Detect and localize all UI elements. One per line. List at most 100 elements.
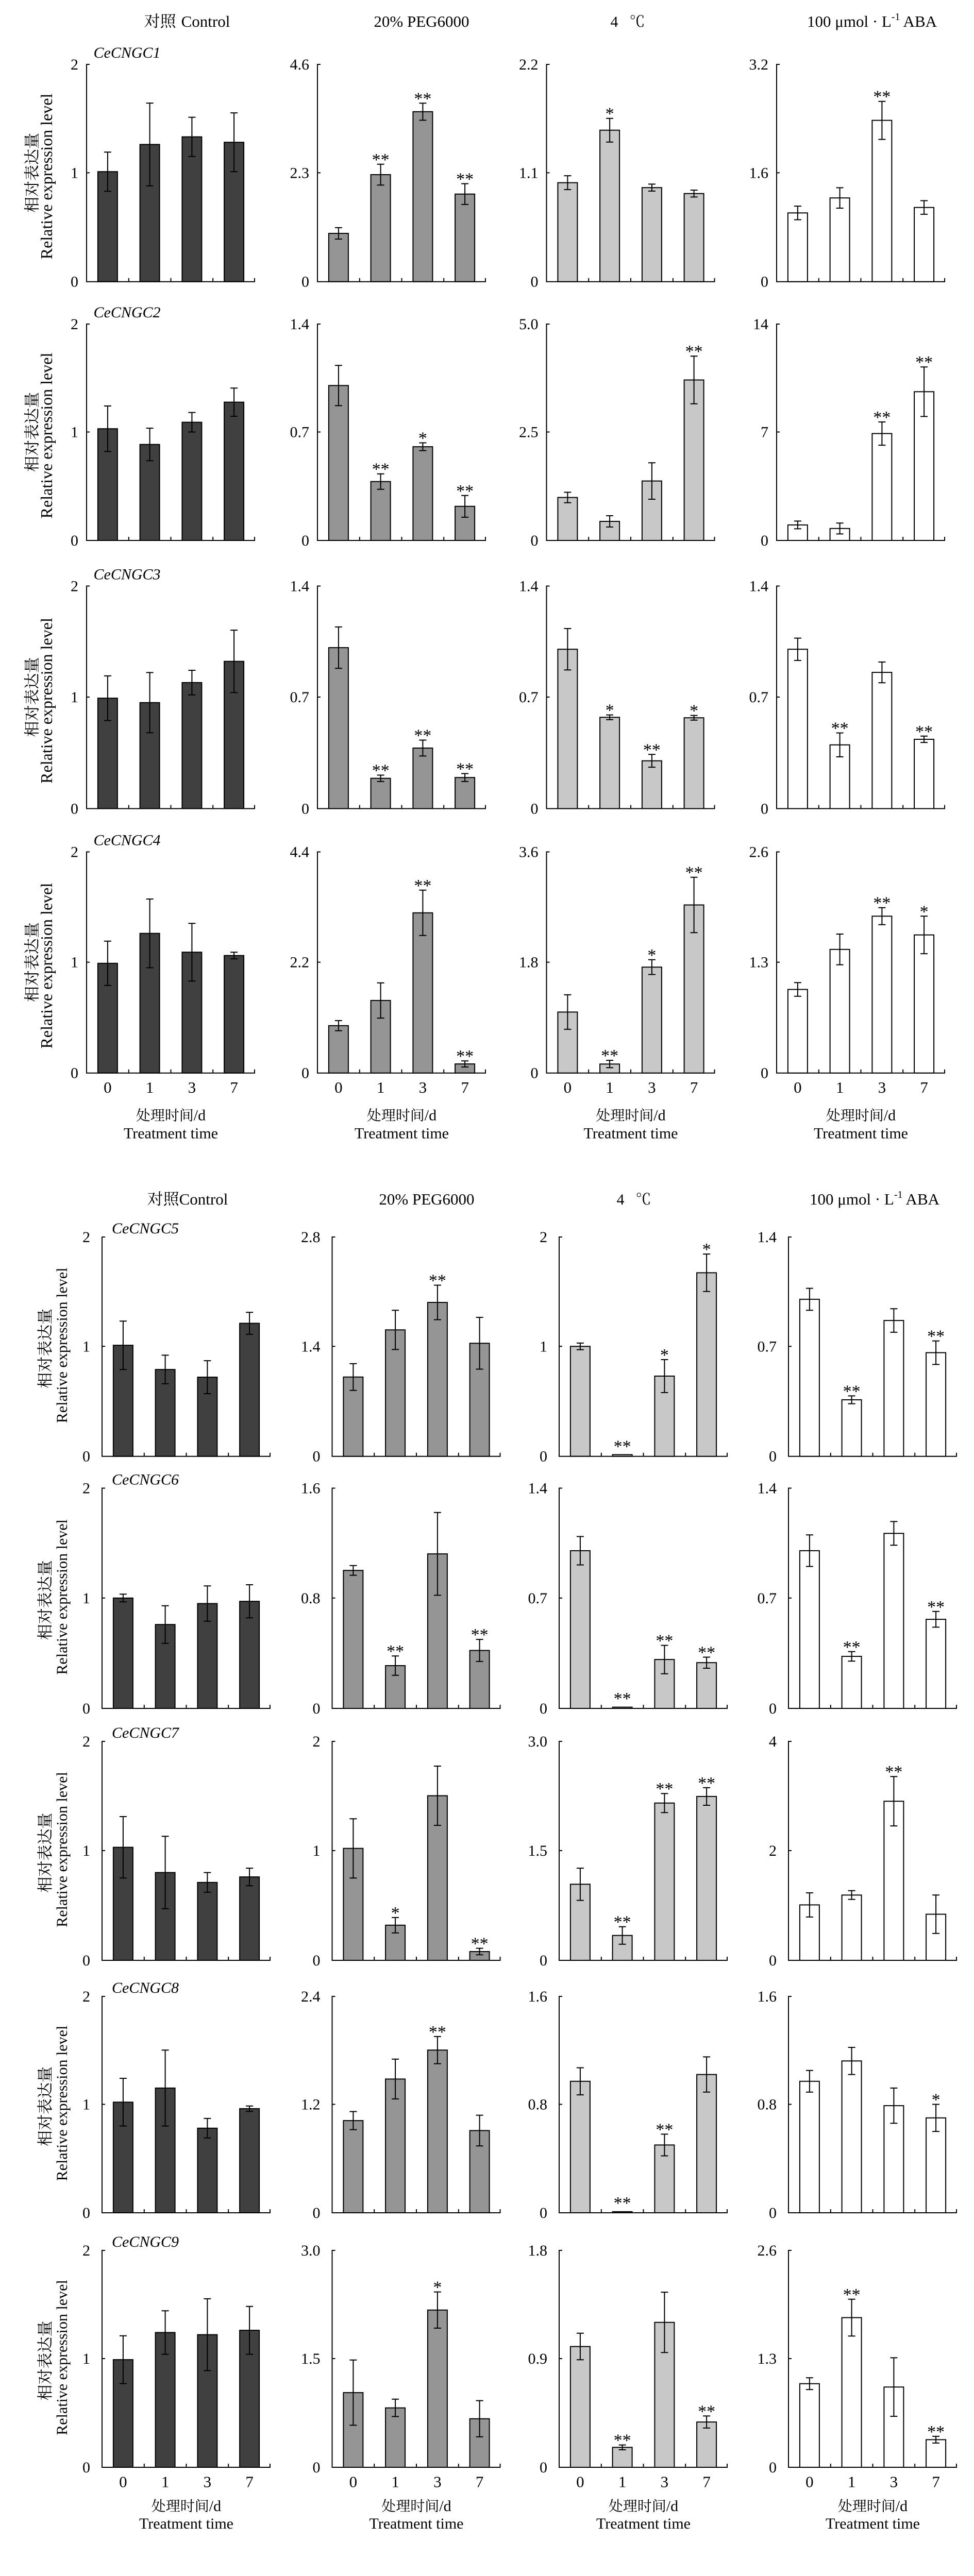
svg-text:**: **: [698, 2402, 715, 2421]
svg-text:Relative expression level: Relative expression level: [37, 353, 56, 519]
svg-text:1: 1: [82, 2350, 90, 2367]
svg-text:14: 14: [753, 316, 768, 333]
svg-text:1.6: 1.6: [758, 1988, 777, 2005]
svg-text:*: *: [702, 1240, 711, 1259]
svg-text:1.1: 1.1: [519, 164, 539, 181]
svg-text:0: 0: [564, 1078, 572, 1096]
svg-text:**: **: [614, 2194, 631, 2213]
svg-text:2.2: 2.2: [519, 56, 539, 73]
svg-text:0: 0: [531, 1065, 539, 1082]
svg-text:Treatment time: Treatment time: [355, 1125, 449, 1142]
svg-text:CeCNGC3: CeCNGC3: [94, 566, 161, 583]
svg-text:7: 7: [761, 424, 768, 441]
svg-text:1.4: 1.4: [758, 1480, 777, 1497]
svg-text:*: *: [418, 429, 427, 448]
svg-text:0.7: 0.7: [758, 1338, 777, 1355]
svg-text:1: 1: [836, 1078, 844, 1096]
svg-text:3: 3: [890, 2473, 898, 2491]
svg-text:2: 2: [71, 316, 78, 333]
svg-text:3.0: 3.0: [301, 2242, 321, 2259]
svg-text:1: 1: [146, 1078, 154, 1096]
svg-text:/d: /d: [666, 2498, 678, 2515]
svg-text:**: **: [698, 1774, 715, 1793]
svg-text:Relative expression level: Relative expression level: [37, 883, 56, 1049]
svg-text:**: **: [387, 1642, 404, 1661]
svg-text:1: 1: [606, 1078, 614, 1096]
svg-text:Relative expression level: Relative expression level: [54, 1772, 71, 1927]
svg-text:Relative expression level: Relative expression level: [54, 1268, 71, 1423]
svg-text:0: 0: [71, 274, 78, 291]
svg-text:1.4: 1.4: [749, 578, 769, 595]
svg-text:0: 0: [301, 274, 309, 291]
svg-text:0: 0: [769, 1448, 777, 1465]
svg-text:**: **: [614, 1689, 631, 1708]
svg-text:CeCNGC8: CeCNGC8: [112, 1979, 179, 1996]
svg-text:1.4: 1.4: [301, 1338, 321, 1355]
svg-text:1: 1: [161, 2473, 170, 2491]
svg-text:5.0: 5.0: [519, 316, 539, 333]
svg-text:**: **: [471, 1935, 489, 1954]
svg-text:4: 4: [611, 13, 618, 30]
svg-text:0.7: 0.7: [519, 689, 539, 706]
svg-text:CeCNGC9: CeCNGC9: [112, 2233, 179, 2250]
svg-text:1: 1: [618, 2473, 627, 2491]
svg-text:1: 1: [71, 954, 78, 971]
svg-text:0.8: 0.8: [301, 1590, 321, 1607]
svg-text:**: **: [656, 1780, 673, 1799]
svg-text:0: 0: [769, 1952, 777, 1969]
svg-text:7: 7: [245, 2473, 254, 2491]
svg-text:2.6: 2.6: [749, 844, 769, 861]
svg-text:CeCNGC2: CeCNGC2: [94, 304, 161, 321]
svg-text:Treatment time: Treatment time: [826, 2515, 920, 2532]
svg-text:**: **: [372, 150, 390, 170]
svg-text:3: 3: [188, 1078, 196, 1096]
svg-text:1: 1: [71, 424, 78, 441]
svg-text:**: **: [456, 482, 474, 501]
svg-text:*: *: [647, 946, 656, 965]
svg-text:2.2: 2.2: [290, 954, 310, 971]
svg-text:0: 0: [761, 274, 768, 291]
svg-text:0: 0: [769, 1700, 777, 1717]
svg-text:1: 1: [71, 164, 78, 181]
svg-text:CeCNGC5: CeCNGC5: [112, 1220, 179, 1237]
svg-text:0: 0: [794, 1078, 802, 1096]
svg-text:CeCNGC6: CeCNGC6: [112, 1471, 179, 1488]
svg-text:**: **: [927, 1598, 945, 1617]
svg-text:Treatment time: Treatment time: [596, 2515, 691, 2532]
svg-text:0: 0: [761, 801, 768, 818]
svg-text:2.8: 2.8: [301, 1229, 321, 1246]
svg-text:**: **: [429, 1272, 446, 1291]
svg-text:**: **: [685, 863, 703, 883]
svg-text:1.4: 1.4: [758, 1229, 777, 1246]
svg-text:3: 3: [661, 2473, 669, 2491]
svg-text:/d: /d: [653, 1107, 665, 1124]
svg-text:2.6: 2.6: [758, 2242, 777, 2259]
svg-text:/d: /d: [884, 1107, 896, 1124]
svg-text:7: 7: [230, 1078, 238, 1096]
svg-text:**: **: [456, 1047, 474, 1066]
svg-text:**: **: [414, 89, 431, 108]
svg-text:2.3: 2.3: [290, 164, 310, 181]
svg-text:100 μmol · L-1 ABA: 100 μmol · L-1 ABA: [807, 11, 937, 30]
svg-text:**: **: [885, 1762, 902, 1782]
svg-text:**: **: [685, 342, 703, 361]
svg-text:1.4: 1.4: [290, 316, 310, 333]
svg-text:0: 0: [540, 1448, 547, 1465]
svg-text:**: **: [698, 1643, 715, 1663]
svg-text:Relative expression level: Relative expression level: [54, 2280, 71, 2435]
svg-text:**: **: [429, 2023, 446, 2042]
svg-text:*: *: [920, 902, 929, 921]
svg-text:2: 2: [82, 1229, 90, 1246]
svg-text:0: 0: [540, 1700, 547, 1717]
svg-text:1.4: 1.4: [528, 1480, 548, 1497]
svg-text:**: **: [372, 460, 390, 479]
svg-text:**: **: [471, 1625, 489, 1645]
svg-text:1.5: 1.5: [528, 1842, 548, 1859]
svg-text:0: 0: [82, 1952, 90, 1969]
svg-text:/d: /d: [194, 1107, 206, 1124]
svg-text:3: 3: [878, 1078, 886, 1096]
svg-text:7: 7: [690, 1078, 698, 1096]
svg-text:0.9: 0.9: [528, 2350, 548, 2367]
svg-text:**: **: [843, 2285, 861, 2304]
svg-text:2.4: 2.4: [301, 1988, 321, 2005]
